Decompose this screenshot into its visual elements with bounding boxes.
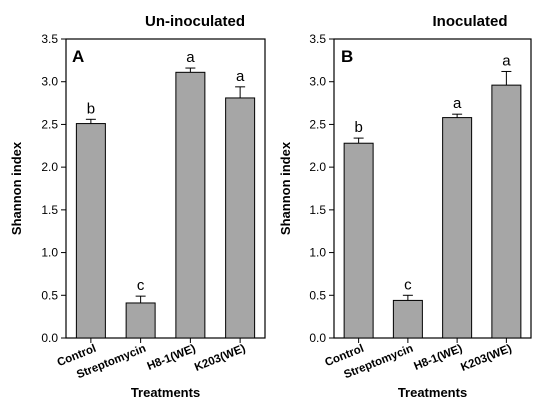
panel-a: Un-inoculated A 0.0 0.5 1.0 1.5 2.0 2.5 3.0 3.5 Sh… xyxy=(9,13,266,400)
plot-frame xyxy=(65,38,266,339)
bar-control xyxy=(75,123,106,339)
y-axis-label: Shannon index xyxy=(278,141,293,235)
x-tick-label: H8-1(WE) xyxy=(146,343,198,373)
x-tick-label: H8-1(WE) xyxy=(412,343,464,373)
y-tick-label: 1.5 xyxy=(309,203,326,217)
y-tick-label: 3.0 xyxy=(309,75,326,89)
x-tick-label: K203(WE) xyxy=(193,343,247,374)
significance-label: a xyxy=(236,68,245,85)
significance-label: b xyxy=(354,119,362,136)
y-tick-label: 0.0 xyxy=(309,331,326,345)
y-tick-label: 3.0 xyxy=(41,75,58,89)
panel-letter: B xyxy=(341,47,353,66)
chart-title: Un-inoculated xyxy=(145,13,245,30)
y-tick-label: 1.0 xyxy=(309,246,326,260)
bar-k203-we- xyxy=(491,84,522,339)
significance-label: c xyxy=(137,277,145,294)
significance-label: a xyxy=(502,52,511,69)
significance-label: a xyxy=(453,95,462,112)
bar-control xyxy=(343,142,374,339)
panel-letter: A xyxy=(72,47,84,66)
y-tick-label: 0.5 xyxy=(41,288,58,302)
significance-label: a xyxy=(186,49,195,66)
x-axis-label: Treatments xyxy=(131,385,200,400)
chart-title: Inoculated xyxy=(432,13,507,30)
y-tick-label: 2.0 xyxy=(309,160,326,174)
y-tick-label: 1.0 xyxy=(41,246,58,260)
bar-streptomycin xyxy=(392,299,423,339)
y-tick-label: 2.5 xyxy=(309,117,326,131)
x-axis-label: Treatments xyxy=(398,385,467,400)
bar-h8-1-we- xyxy=(442,117,473,339)
y-tick-label: 3.5 xyxy=(309,32,326,46)
y-tick-label: 3.5 xyxy=(41,32,58,46)
panel-b: Inoculated B 0.0 0.5 1.0 1.5 2.0 2.5 3.0 3.5 Shann… xyxy=(278,13,532,400)
bar-h8-1-we- xyxy=(175,71,206,339)
y-tick-label: 2.0 xyxy=(41,160,58,174)
significance-label: c xyxy=(404,276,412,293)
bar-k203-we- xyxy=(225,97,256,339)
bar-streptomycin xyxy=(125,302,156,339)
y-tick-label: 1.5 xyxy=(41,203,58,217)
y-tick-label: 2.5 xyxy=(41,117,58,131)
y-axis-label: Shannon index xyxy=(9,141,24,235)
plot-frame xyxy=(333,38,532,339)
significance-label: b xyxy=(87,100,95,117)
y-tick-label: 0.5 xyxy=(309,288,326,302)
x-tick-label: K203(WE) xyxy=(459,343,513,374)
y-tick-label: 0.0 xyxy=(41,331,58,345)
